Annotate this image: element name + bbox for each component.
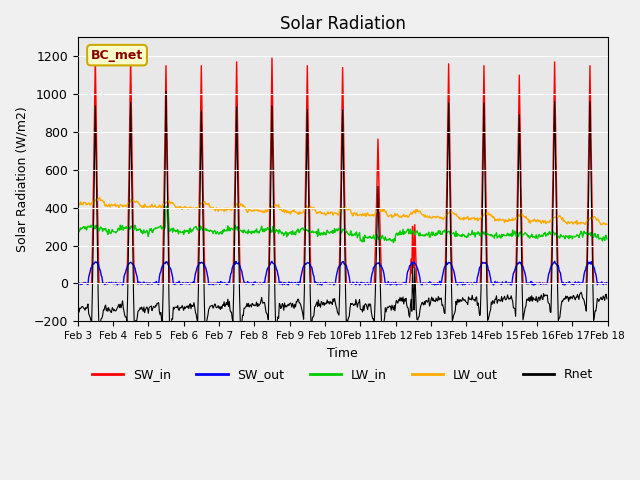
LW_in — [603, 236, 611, 242]
SW_in — [220, 280, 228, 286]
LW_out — [407, 210, 415, 216]
LW_out — [422, 213, 430, 219]
SW_in — [193, 280, 200, 286]
SW_out — [407, 262, 415, 267]
SW_out — [422, 281, 430, 287]
SW_in — [92, 53, 99, 59]
LW_in — [220, 227, 228, 232]
LW_in — [162, 204, 170, 210]
LW_in — [193, 224, 200, 229]
SW_in — [83, 280, 91, 286]
LW_out — [603, 221, 611, 227]
LW_in — [390, 240, 397, 245]
SW_out — [83, 281, 91, 287]
Rnet — [603, 296, 611, 302]
SW_in — [139, 280, 147, 286]
SW_in — [603, 280, 611, 286]
LW_out — [96, 194, 104, 200]
LW_in — [74, 230, 81, 236]
Rnet — [162, 88, 170, 94]
SW_in — [407, 256, 415, 262]
Rnet — [95, 329, 103, 335]
LW_out — [220, 208, 228, 214]
Rnet — [221, 304, 228, 310]
Rnet — [193, 316, 201, 322]
Rnet — [83, 304, 91, 310]
LW_out — [139, 204, 147, 210]
LW_out — [193, 205, 200, 211]
Text: BC_met: BC_met — [91, 48, 143, 61]
Y-axis label: Solar Radiation (W/m2): Solar Radiation (W/m2) — [15, 107, 28, 252]
Line: SW_in: SW_in — [77, 56, 607, 283]
SW_out — [551, 258, 559, 264]
SW_in — [422, 280, 430, 286]
LW_in — [83, 225, 91, 230]
Rnet — [408, 308, 415, 314]
Rnet — [74, 310, 81, 315]
Rnet — [139, 306, 147, 312]
SW_out — [74, 281, 81, 287]
LW_out — [83, 201, 91, 206]
LW_in — [138, 228, 145, 234]
Rnet — [424, 300, 431, 305]
LW_in — [424, 232, 431, 238]
SW_out — [603, 280, 611, 286]
Legend: SW_in, SW_out, LW_in, LW_out, Rnet: SW_in, SW_out, LW_in, LW_out, Rnet — [87, 363, 598, 386]
Line: LW_in: LW_in — [77, 207, 607, 242]
SW_out — [113, 282, 121, 288]
LW_out — [74, 200, 81, 205]
Line: Rnet: Rnet — [77, 91, 607, 332]
LW_in — [408, 228, 415, 234]
Title: Solar Radiation: Solar Radiation — [280, 15, 406, 33]
SW_out — [193, 268, 200, 274]
Line: LW_out: LW_out — [77, 197, 607, 225]
SW_in — [74, 280, 81, 286]
Line: SW_out: SW_out — [77, 261, 607, 285]
SW_out — [139, 281, 147, 287]
X-axis label: Time: Time — [327, 347, 358, 360]
SW_out — [220, 280, 228, 286]
LW_out — [597, 222, 605, 228]
